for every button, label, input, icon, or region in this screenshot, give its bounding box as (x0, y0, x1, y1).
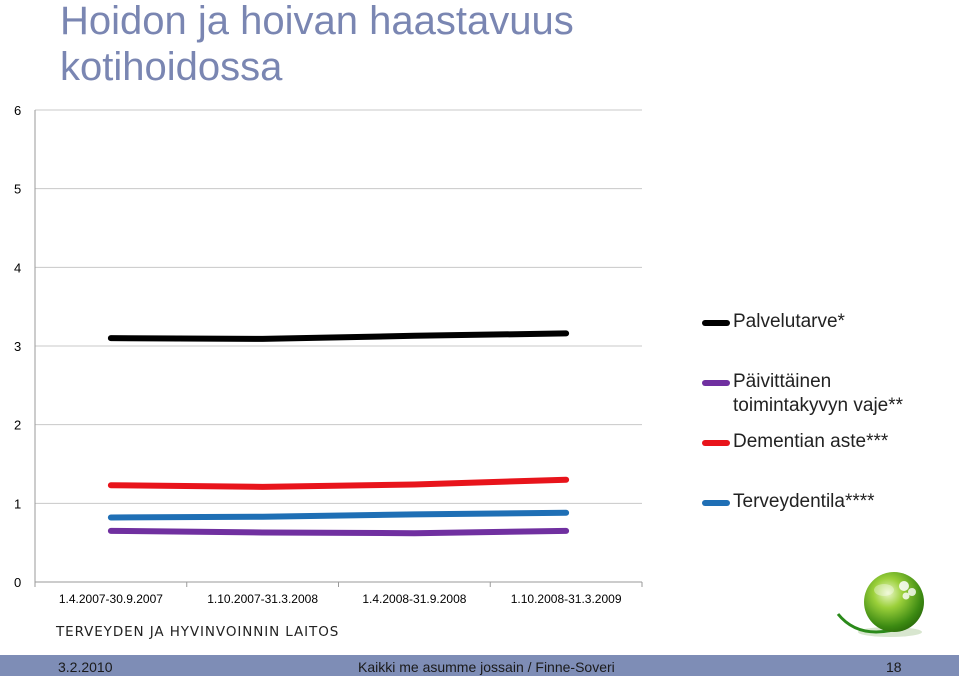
x-tick-label: 1.10.2007-31.3.2008 (207, 592, 318, 606)
legend-swatch (702, 380, 730, 386)
x-tick-label: 1.4.2007-30.9.2007 (59, 592, 163, 606)
y-tick-label: 6 (14, 103, 21, 118)
y-tick-label: 0 (14, 575, 21, 590)
series-line (107, 330, 570, 342)
y-tick-label: 5 (14, 182, 21, 197)
legend-label: Päivittäinen toimintakyvyn vaje** (733, 371, 904, 416)
thl-globe-logo (836, 572, 924, 637)
footer-text: Kaikki me asumme jossain / Finne-Soveri (358, 659, 615, 675)
legend-swatch (702, 500, 730, 506)
y-tick-label: 2 (14, 418, 21, 433)
footer-date: 3.2.2010 (58, 659, 113, 675)
legend-label: Terveydentila**** (733, 491, 875, 512)
legend-swatch (702, 320, 730, 326)
legend-label: Palvelutarve* (733, 311, 845, 332)
x-tick-label: 1.10.2008-31.3.2009 (511, 592, 622, 606)
organization-name: TERVEYDEN JA HYVINVOINNIN LAITOS (56, 624, 340, 640)
page-number: 18 (886, 659, 902, 675)
y-tick-label: 1 (14, 496, 21, 511)
slide-footer: 3.2.2010 Kaikki me asumme jossain / Finn… (0, 655, 959, 676)
y-tick-label: 4 (14, 260, 21, 275)
legend-swatch (702, 440, 730, 446)
slide-title: Hoidon ja hoivan haastavuus kotihoidossa (60, 0, 574, 89)
legend-label: Dementian aste*** (733, 431, 889, 452)
y-tick-label: 3 (14, 339, 21, 354)
series-line (107, 527, 570, 537)
series-line (107, 476, 570, 490)
series-line (107, 509, 570, 521)
x-tick-label: 1.4.2008-31.9.2008 (362, 592, 466, 606)
